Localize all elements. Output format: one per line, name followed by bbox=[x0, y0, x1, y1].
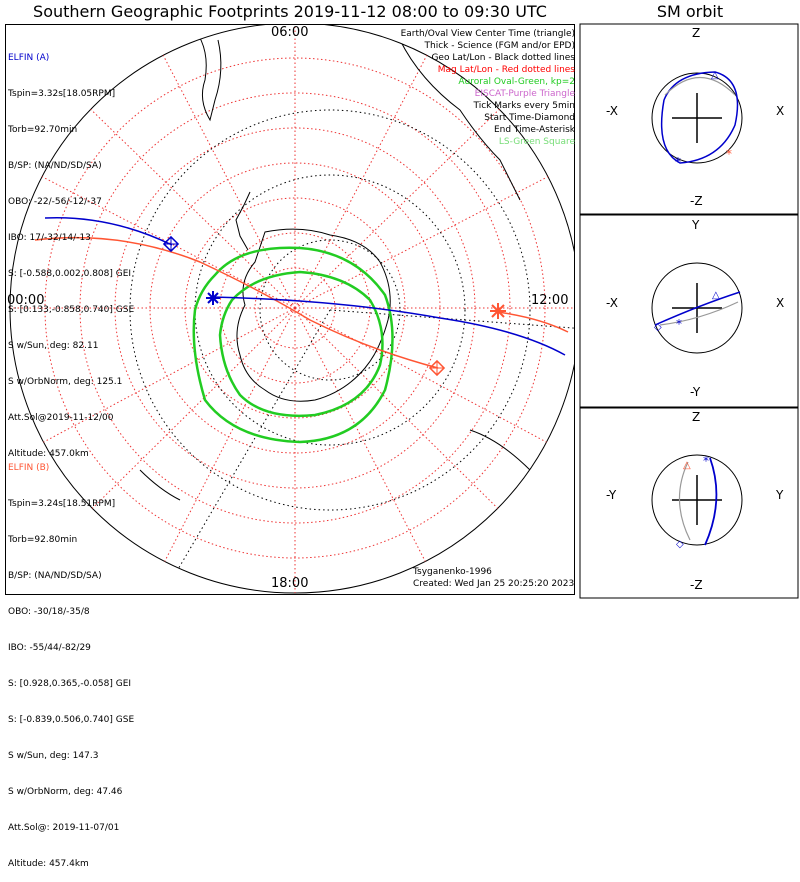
sm2-left-label: -X bbox=[606, 296, 618, 310]
sm3-top-label: Z bbox=[692, 410, 701, 424]
elfin-b-info: ELFIN (B) Tspin=3.24s[18.51RPM] Torb=92.… bbox=[8, 438, 134, 882]
info-line: B/SP: (NA/ND/SD/SA) bbox=[8, 161, 102, 171]
svg-text:*: * bbox=[726, 147, 732, 161]
info-line: B/SP: (NA/ND/SD/SA) bbox=[8, 571, 102, 581]
info-line: S: [-0.588,0.002,0.808] GEI bbox=[8, 269, 132, 279]
sm1-top-label: Z bbox=[692, 26, 701, 40]
legend: Earth/Oval View Center Time (triangle) T… bbox=[401, 28, 575, 148]
info-line: Altitude: 457.0km bbox=[8, 449, 89, 459]
sm1-left-label: -X bbox=[606, 104, 618, 118]
svg-text:◇: ◇ bbox=[676, 539, 684, 550]
info-line: Tspin=3.24s[18.51RPM] bbox=[8, 499, 116, 509]
end-asterisk-a bbox=[206, 291, 220, 305]
auroral-oval bbox=[192, 246, 394, 444]
sm1-bottom-label: -Z bbox=[690, 194, 703, 208]
legend-item: Earth/Oval View Center Time (triangle) bbox=[400, 29, 575, 39]
sm-panel-1: △ * * bbox=[579, 23, 799, 215]
legend-item: LS-Green Square bbox=[498, 137, 575, 147]
info-line: Att.Sol@: 2019-11-07/01 bbox=[8, 823, 120, 833]
info-line: S w/OrbNorm, deg: 125.1 bbox=[8, 377, 123, 387]
sm-panel-2: △ * ◇ bbox=[579, 214, 799, 408]
sm1-right-label: X bbox=[776, 104, 785, 118]
sm2-right-label: X bbox=[776, 296, 785, 310]
info-line: IBO: -55/44/-82/29 bbox=[8, 643, 91, 653]
info-line: Altitude: 457.4km bbox=[8, 859, 89, 869]
end-asterisk-b bbox=[490, 303, 506, 319]
svg-text:△: △ bbox=[712, 290, 720, 301]
start-diamond-b bbox=[428, 359, 446, 377]
sm3-right-label: Y bbox=[776, 488, 784, 502]
info-line: S w/Sun, deg: 82.11 bbox=[8, 341, 99, 351]
time-label-bottom: 18:00 bbox=[271, 576, 309, 591]
legend-item: EISCAT-Purple Triangle bbox=[474, 89, 575, 99]
svg-text:△: △ bbox=[711, 70, 719, 81]
legend-item: Tick Marks every 5min bbox=[473, 101, 575, 111]
footprint-map: △ * * △ * ◇ △ * ◇ bbox=[9, 23, 799, 599]
chart-title: Southern Geographic Footprints 2019-11-1… bbox=[33, 2, 547, 21]
elfin-a-name: ELFIN (A) bbox=[8, 53, 50, 63]
sm3-bottom-label: -Z bbox=[690, 578, 703, 592]
created-label: Created: Wed Jan 25 20:25:20 2023 bbox=[413, 579, 575, 589]
info-line: S: [-0.839,0.506,0.740] GSE bbox=[8, 715, 135, 725]
elfin-b-name: ELFIN (B) bbox=[8, 463, 50, 473]
info-line: S: [0.928,0.365,-0.058] GEI bbox=[8, 679, 132, 689]
info-line: IBO: 17/-32/14/-13 bbox=[8, 233, 91, 243]
info-line: S w/OrbNorm, deg: 47.46 bbox=[8, 787, 123, 797]
info-line: S w/Sun, deg: 147.3 bbox=[8, 751, 99, 761]
legend-item: Mag Lat/Lon - Red dotted lines bbox=[437, 65, 575, 75]
legend-item: Start Time-Diamond bbox=[484, 113, 575, 123]
sm-panel-3: △ * ◇ bbox=[579, 407, 799, 599]
svg-text:△: △ bbox=[683, 460, 691, 471]
svg-text:*: * bbox=[703, 454, 709, 468]
legend-item: Geo Lat/Lon - Black dotted lines bbox=[431, 53, 575, 63]
legend-item: End Time-Asterisk bbox=[493, 125, 575, 135]
info-line: S: [0.133,-0.858,0.740] GSE bbox=[8, 305, 135, 315]
sm2-bottom-label: -Y bbox=[690, 385, 701, 399]
info-line: Att.Sol@2019-11-12/00 bbox=[8, 413, 114, 423]
info-line: OBO: -22/-56/-12/-37 bbox=[8, 197, 102, 207]
info-line: Tspin=3.32s[18.05RPM] bbox=[8, 89, 116, 99]
svg-text:*: * bbox=[675, 155, 681, 169]
footprint-map-frame bbox=[5, 24, 575, 595]
info-line: OBO: -30/18/-35/8 bbox=[8, 607, 90, 617]
legend-item: Auroral Oval-Green, kp=2 bbox=[458, 77, 575, 87]
sm2-top-label: Y bbox=[692, 218, 700, 232]
time-label-right: 12:00 bbox=[531, 293, 569, 308]
elfin-a-footprint bbox=[44, 216, 566, 356]
elfin-b-footprint bbox=[34, 236, 569, 369]
elfin-a-info: ELFIN (A) Tspin=3.32s[18.05RPM] Torb=92.… bbox=[8, 28, 134, 472]
legend-item: Thick - Science (FGM and/or EPD) bbox=[424, 41, 575, 51]
model-label: Tsyganenko-1996 bbox=[413, 567, 492, 577]
info-line: Torb=92.80min bbox=[8, 535, 78, 545]
start-diamond-a bbox=[162, 235, 180, 253]
time-label-top: 06:00 bbox=[271, 25, 309, 40]
time-label-left: 00:00 bbox=[7, 293, 45, 308]
svg-text:◇: ◇ bbox=[654, 322, 662, 333]
info-line: Torb=92.70min bbox=[8, 125, 78, 135]
svg-text:*: * bbox=[676, 317, 682, 331]
sm3-left-label: -Y bbox=[606, 488, 617, 502]
sm-orbit-title: SM orbit bbox=[656, 2, 724, 21]
